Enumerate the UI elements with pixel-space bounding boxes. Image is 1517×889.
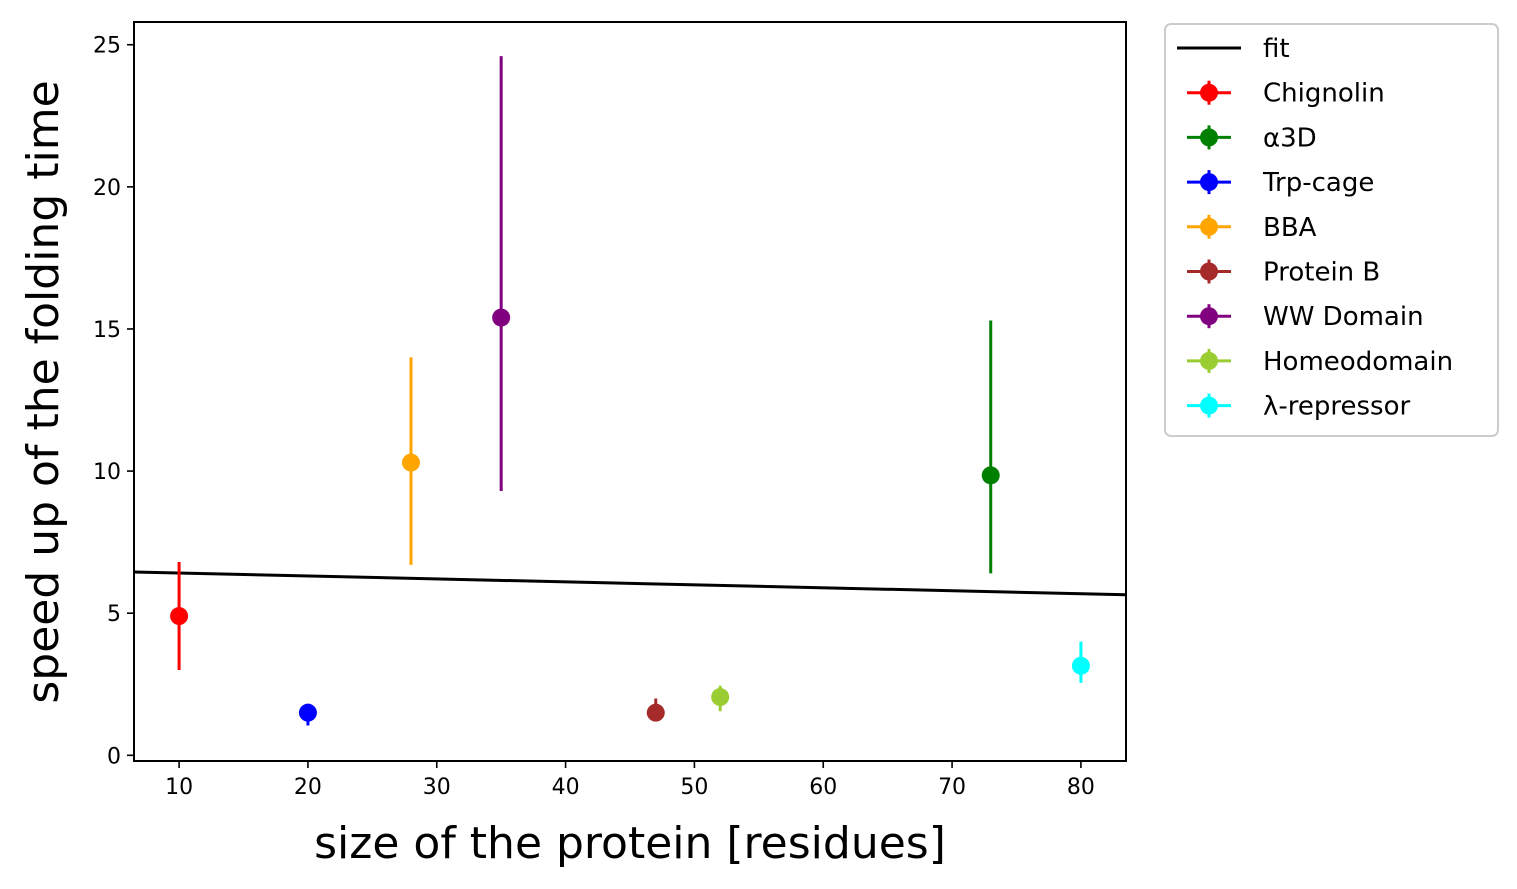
x-tick-label-0: 10 (165, 775, 193, 800)
x-tick-label-4: 50 (680, 775, 708, 800)
y-tick-label-4: 20 (93, 176, 121, 201)
legend-marker-6 (1200, 351, 1218, 370)
legend-label-2: Trp-cage (1262, 168, 1374, 198)
legend-label-3: BBA (1263, 213, 1317, 243)
legend-fit-label: fit (1263, 34, 1290, 64)
plot-marks (133, 56, 1127, 726)
legend-label-4: Protein B (1263, 258, 1380, 288)
axis-ticks: 10 20 30 40 50 60 70 80 0 5 10 15 20 25 (93, 34, 1095, 800)
data-point-1 (981, 466, 1000, 485)
legend-box (1164, 23, 1499, 437)
data-point-2 (298, 703, 317, 722)
y-tick-label-1: 5 (107, 602, 121, 627)
x-tick-label-3: 40 (552, 775, 580, 800)
legend-marker-0 (1200, 83, 1218, 102)
legend-marker-2 (1200, 173, 1218, 192)
y-axis-label: speed up of the folding time (18, 80, 69, 703)
x-tick-label-6: 70 (938, 775, 966, 800)
legend-marker-3 (1200, 217, 1218, 236)
legend-marker-5 (1200, 307, 1218, 326)
y-tick-label-3: 15 (93, 318, 121, 343)
legend-label-6: Homeodomain (1263, 347, 1453, 377)
legend-label-1: α3D (1263, 123, 1317, 153)
legend-label-0: Chignolin (1263, 79, 1385, 109)
x-tick-label-5: 60 (809, 775, 837, 800)
x-tick-label-7: 80 (1067, 775, 1095, 800)
legend-label-5: WW Domain (1263, 302, 1424, 332)
legend-marker-7 (1200, 396, 1218, 415)
legend-label-7: λ-repressor (1263, 392, 1411, 422)
x-axis-label: size of the protein [residues] (314, 818, 946, 869)
x-tick-label-2: 30 (423, 775, 451, 800)
data-point-3 (401, 453, 420, 472)
fit-line (133, 570, 1127, 597)
data-point-6 (711, 688, 730, 707)
legend: fit Chignolin α3D Trp-cage BBA Protein B WW Do… (1164, 23, 1499, 437)
legend-marker-1 (1200, 128, 1218, 147)
y-tick-label-0: 0 (107, 744, 121, 769)
data-point-4 (646, 703, 665, 722)
x-tick-label-1: 20 (294, 775, 322, 800)
plot-frame (133, 21, 1127, 762)
data-point-7 (1071, 656, 1090, 675)
legend-marker-4 (1200, 262, 1218, 281)
y-tick-label-5: 25 (93, 34, 121, 59)
data-point-0 (170, 607, 189, 626)
y-tick-label-2: 10 (93, 460, 121, 485)
data-point-5 (492, 308, 511, 327)
